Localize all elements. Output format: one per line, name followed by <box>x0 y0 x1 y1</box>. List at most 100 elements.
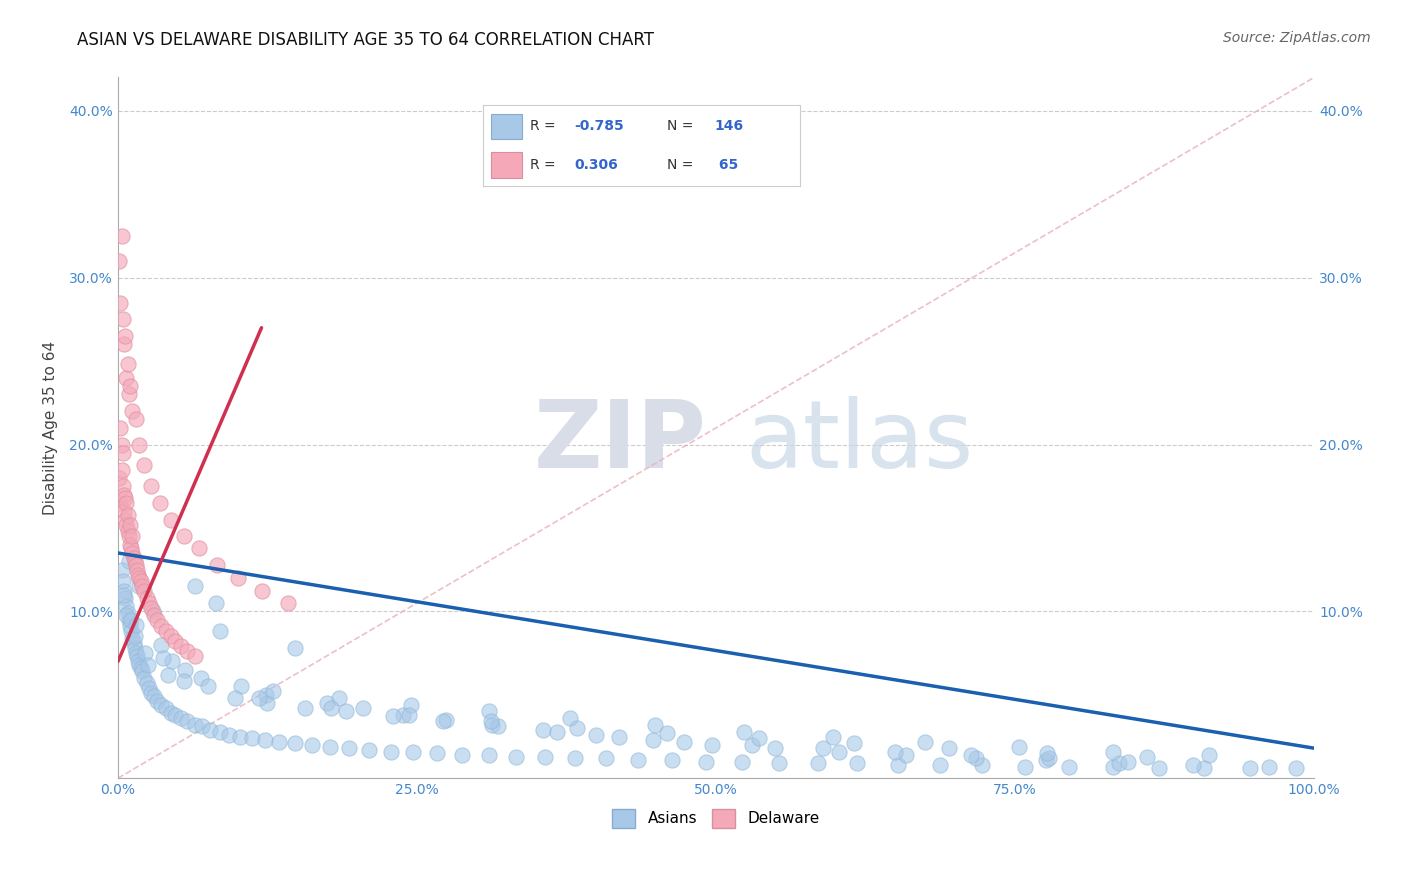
Point <box>128 657 150 672</box>
Point <box>152 651 174 665</box>
Point <box>111 574 134 589</box>
Point <box>197 680 219 694</box>
Legend: Asians, Delaware: Asians, Delaware <box>606 803 825 834</box>
Point <box>741 738 763 752</box>
Point <box>176 714 198 729</box>
Y-axis label: Disability Age 35 to 64: Disability Age 35 to 64 <box>44 341 58 515</box>
Point <box>121 529 143 543</box>
Point <box>318 739 340 754</box>
Point <box>114 591 136 605</box>
Point <box>120 541 142 555</box>
Point <box>111 479 134 493</box>
Point <box>128 579 150 593</box>
Point <box>1285 761 1308 775</box>
Point <box>125 617 148 632</box>
Point <box>125 646 148 660</box>
Point <box>284 736 307 750</box>
Point <box>176 644 198 658</box>
Point <box>558 711 581 725</box>
Point <box>125 558 148 572</box>
Point <box>432 714 454 729</box>
Point <box>284 641 307 656</box>
Point <box>828 745 851 759</box>
Point <box>131 665 153 679</box>
Point <box>142 690 165 704</box>
Point <box>170 640 193 654</box>
Point <box>110 229 132 244</box>
Point <box>108 471 131 485</box>
Point <box>269 734 291 748</box>
Point <box>702 738 724 752</box>
Point <box>672 734 695 748</box>
Point <box>128 571 150 585</box>
Point <box>115 496 138 510</box>
Point <box>190 719 212 733</box>
Point <box>110 563 132 577</box>
Point <box>481 718 503 732</box>
Point <box>127 649 149 664</box>
Point <box>129 574 152 589</box>
Point <box>887 757 910 772</box>
Text: Source: ZipAtlas.com: Source: ZipAtlas.com <box>1223 31 1371 45</box>
Point <box>150 698 173 712</box>
Point <box>1008 739 1031 754</box>
Point <box>263 684 285 698</box>
Point <box>337 741 360 756</box>
Point <box>938 741 960 756</box>
Point <box>110 421 132 435</box>
Point <box>159 706 181 720</box>
Point <box>110 496 132 510</box>
Point <box>115 599 138 614</box>
Point <box>112 337 135 351</box>
Point <box>174 663 197 677</box>
Point <box>121 404 143 418</box>
Point <box>183 718 205 732</box>
Point <box>301 738 323 752</box>
Point <box>402 745 425 759</box>
Point <box>108 254 131 268</box>
Point <box>141 479 163 493</box>
Point <box>1147 761 1170 775</box>
Point <box>170 711 193 725</box>
Point <box>226 571 249 585</box>
Point <box>928 757 950 772</box>
Text: atlas: atlas <box>745 396 974 488</box>
Point <box>1108 756 1130 771</box>
Point <box>115 517 138 532</box>
Point <box>183 649 205 664</box>
Point <box>136 657 159 672</box>
Point <box>224 691 246 706</box>
Point <box>479 714 502 729</box>
Point <box>208 724 231 739</box>
Point <box>240 731 263 746</box>
Point <box>426 746 449 760</box>
Point <box>112 487 135 501</box>
Point <box>127 567 149 582</box>
Point <box>149 496 172 510</box>
Point <box>118 387 141 401</box>
Point <box>1198 747 1220 762</box>
Point <box>118 517 141 532</box>
Point <box>159 513 181 527</box>
Point <box>188 541 211 555</box>
Point <box>134 646 156 660</box>
Point <box>1239 761 1261 775</box>
Point <box>231 680 253 694</box>
Point <box>128 437 150 451</box>
Point <box>118 529 141 543</box>
Point <box>111 446 134 460</box>
Point <box>970 757 993 772</box>
Point <box>884 745 907 759</box>
Point <box>173 674 195 689</box>
Point <box>129 661 152 675</box>
Point <box>254 732 277 747</box>
Point <box>478 747 501 762</box>
Point <box>114 513 136 527</box>
Point <box>120 613 142 627</box>
Point <box>763 741 786 756</box>
Point <box>607 730 630 744</box>
Point <box>1257 759 1279 773</box>
Point <box>627 753 650 767</box>
Point <box>546 724 568 739</box>
Point <box>380 745 402 759</box>
